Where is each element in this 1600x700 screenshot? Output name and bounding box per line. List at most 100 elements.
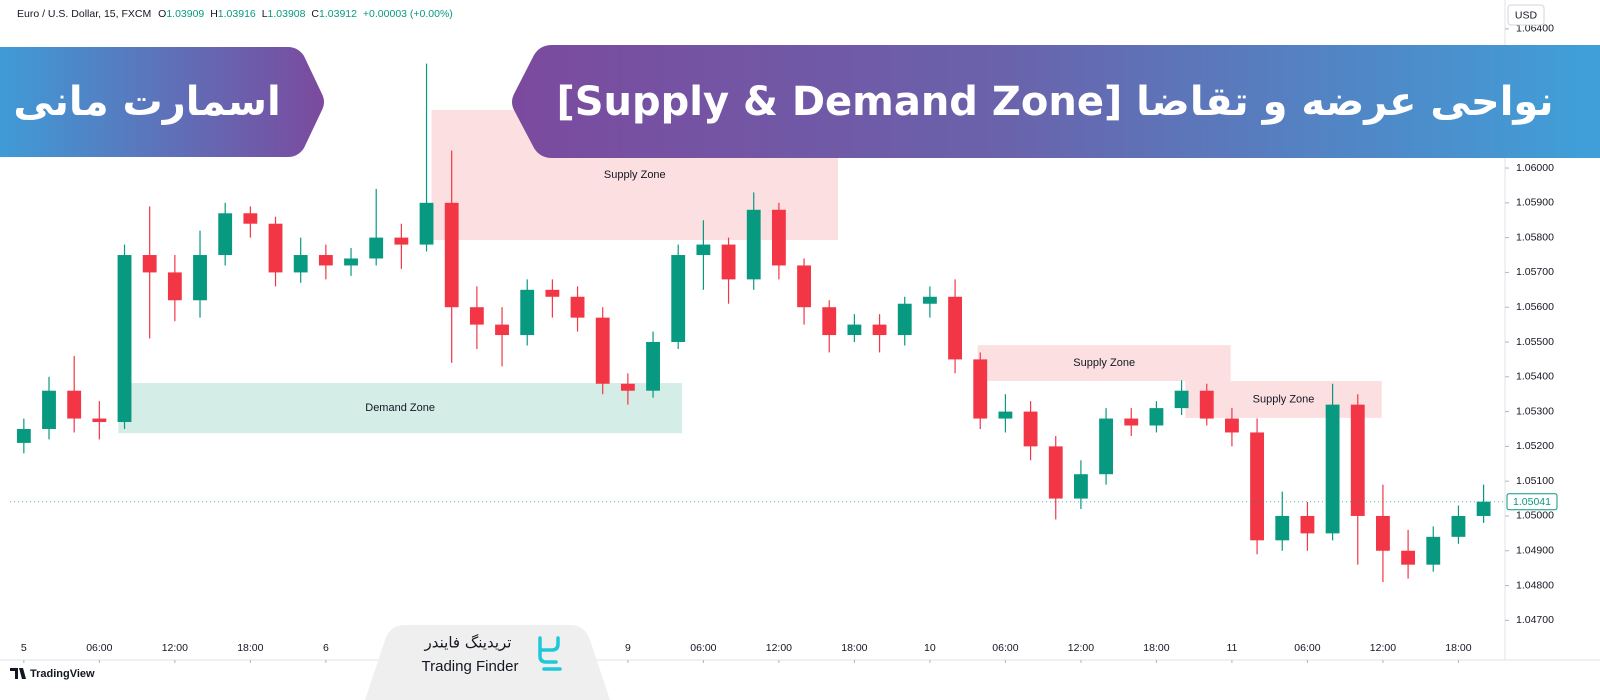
x-tick-label: 9 — [625, 642, 631, 654]
y-tick-label: 1.06000 — [1516, 162, 1554, 174]
zone-label: Supply Zone — [1253, 393, 1315, 405]
candle-body — [797, 265, 811, 308]
ohlc-key: L — [262, 8, 268, 20]
banner-shape — [0, 47, 324, 157]
candle-body — [142, 255, 157, 273]
x-tick-label: 5 — [21, 642, 27, 654]
candle-body — [897, 303, 912, 336]
ohlc-value: 1.03912 — [319, 8, 357, 20]
y-tick-label: 1.06400 — [1516, 23, 1554, 35]
symbol: Euro / U.S. Dollar, 15, FXCM — [17, 8, 151, 20]
watermark-english: Trading Finder — [422, 658, 519, 675]
candle-body — [369, 237, 384, 259]
x-tick-label: 12:00 — [162, 642, 188, 654]
y-tick-label: 1.05500 — [1516, 336, 1554, 348]
x-tick-label: 06:00 — [1294, 642, 1320, 654]
candle-body — [1250, 432, 1265, 541]
candle-body — [847, 324, 862, 336]
zone-label: Supply Zone — [1073, 357, 1135, 369]
candle-body — [822, 307, 837, 336]
candle-body — [218, 213, 233, 256]
candle-body — [419, 202, 434, 245]
x-tick-label: 10 — [924, 642, 936, 654]
candle-body — [344, 258, 358, 266]
currency-box[interactable] — [1507, 4, 1545, 26]
candle-body — [268, 223, 283, 273]
candle-body — [444, 202, 459, 308]
candle-body — [1124, 418, 1139, 426]
candle-body — [1401, 550, 1416, 565]
y-tick-label: 1.04900 — [1516, 545, 1554, 557]
x-tick-label: 06:00 — [992, 642, 1018, 654]
candle-body — [620, 383, 635, 391]
y-tick-label: 1.05300 — [1516, 405, 1554, 417]
watermark-shape — [365, 625, 610, 700]
banner-text: اسمارت مانی — [13, 79, 280, 125]
zone-label: Supply Zone — [604, 169, 666, 181]
candle-body — [746, 209, 761, 280]
candle-body — [193, 255, 207, 301]
candle-body — [1149, 408, 1164, 426]
last-price-box — [1506, 493, 1558, 511]
candle-body — [570, 296, 585, 318]
candle-body — [1376, 515, 1390, 551]
x-tick-label: 12:00 — [1068, 642, 1094, 654]
zone — [977, 345, 1231, 381]
x-tick-label: 06:00 — [86, 642, 112, 654]
candle-body — [998, 411, 1013, 419]
candles — [16, 63, 1491, 583]
ohlc-key: H — [210, 8, 218, 20]
ohlc-value: 1.03908 — [268, 8, 306, 20]
y-tick-label: 1.05000 — [1516, 510, 1554, 522]
brand-logo — [10, 668, 26, 679]
ohlc-value: 1.03909 — [166, 8, 204, 20]
candle-body — [520, 289, 535, 336]
candle-body — [167, 272, 182, 301]
candle-body — [1451, 515, 1466, 537]
y-tick-label: 1.05200 — [1516, 440, 1554, 452]
left-banner: اسمارت مانی — [0, 47, 324, 157]
x-tick-label: 6 — [323, 642, 329, 654]
watermark: تریدینگ فایندر Trading Finder — [365, 625, 610, 700]
candle-body — [948, 296, 962, 360]
footer: TradingView — [10, 668, 95, 680]
candle-body — [16, 428, 31, 443]
chart-header: Euro / U.S. Dollar, 15, FXCM O1.03909 H1… — [17, 8, 453, 20]
zone-label: Demand Zone — [365, 402, 435, 414]
x-tick-label: 11 — [1226, 642, 1237, 654]
candle-body — [721, 244, 736, 280]
change: +0.00003 (+0.00%) — [363, 8, 453, 20]
ohlc-key: O — [158, 8, 166, 20]
y-tick-label: 1.05600 — [1516, 301, 1554, 313]
candle-body — [495, 324, 509, 336]
candle-body — [671, 255, 686, 343]
candle-body — [973, 359, 988, 419]
candle-body — [1350, 404, 1365, 516]
candle-body — [67, 390, 82, 419]
y-tick-label: 1.05900 — [1516, 197, 1554, 209]
candle-body — [646, 342, 660, 391]
candle-body — [1275, 515, 1290, 541]
candle-body — [595, 317, 610, 384]
currency: USD — [1515, 9, 1538, 21]
x-tick-label: 18:00 — [841, 642, 867, 654]
candle-body — [1048, 446, 1063, 499]
candle-body — [1225, 418, 1239, 433]
candle-body — [92, 418, 107, 423]
candle-body — [545, 289, 560, 297]
x-tick-label: 18:00 — [1445, 642, 1471, 654]
candle-body — [1099, 418, 1114, 475]
y-tick-label: 1.05700 — [1516, 266, 1554, 278]
candle-body — [318, 255, 333, 266]
candle-body — [469, 307, 484, 325]
candle-body — [1073, 474, 1088, 499]
zone — [1185, 380, 1382, 418]
ohlc-value: 1.03916 — [218, 8, 256, 20]
y-tick-label: 1.05100 — [1516, 475, 1554, 487]
y-tick-label: 1.04700 — [1516, 614, 1554, 626]
brand: TradingView — [30, 668, 95, 680]
x-tick-label: 06:00 — [690, 642, 716, 654]
zone — [118, 383, 682, 434]
last-price-label: 1.05041 — [1513, 496, 1551, 508]
candle-body — [293, 255, 308, 273]
